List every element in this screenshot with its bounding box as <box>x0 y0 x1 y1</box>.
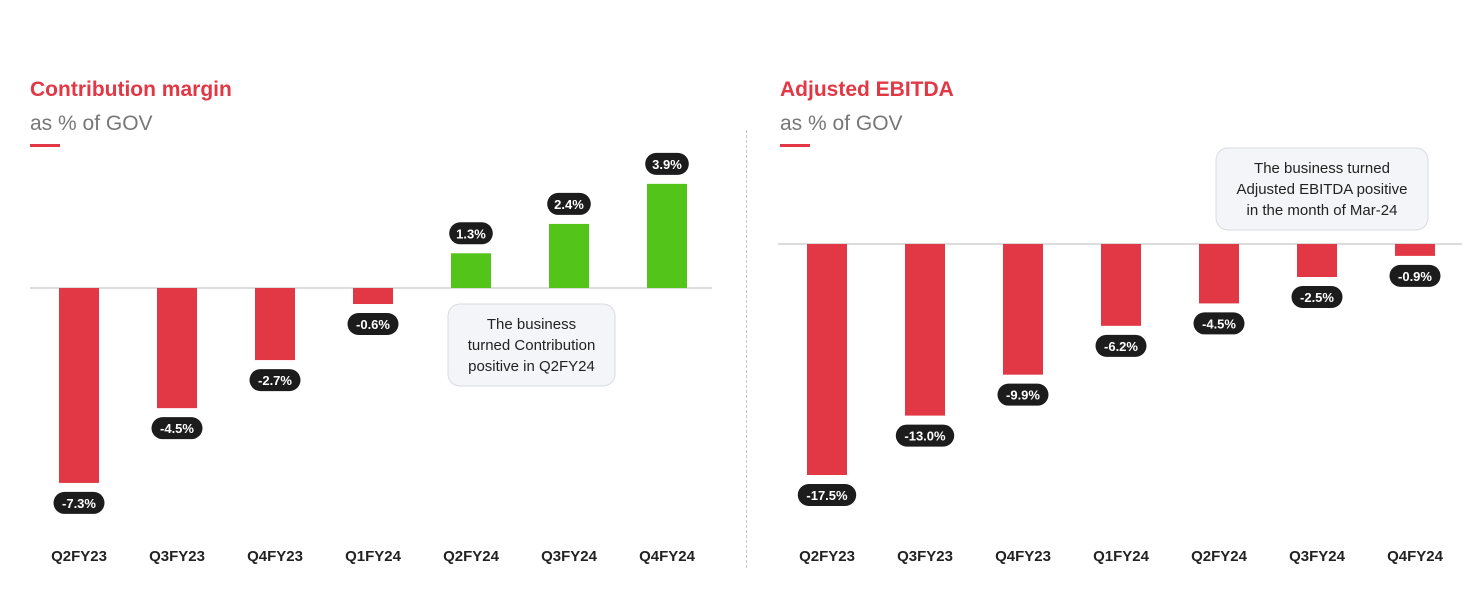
chart1-annotation-text: turned Contribution <box>468 337 596 354</box>
chart1-bar-q2fy23 <box>59 288 99 483</box>
panel-divider <box>746 130 747 568</box>
chart1-data-label: -2.7% <box>258 373 292 388</box>
chart-title-adjusted-ebitda: Adjusted EBITDA <box>780 78 954 101</box>
chart2-x-tick-label: Q1FY24 <box>1093 548 1150 565</box>
chart1-bar-q4fy24 <box>647 183 687 288</box>
chart2-data-label: -9.9% <box>1006 388 1040 403</box>
chart2-bar-q1fy24 <box>1101 244 1141 326</box>
chart1-data-label-bg <box>347 313 399 336</box>
chart2-annotation-text: The business turned <box>1254 160 1390 177</box>
chart1-data-label-bg <box>547 192 591 215</box>
chart1-x-tick-label: Q1FY24 <box>345 548 402 565</box>
chart2-bar-q3fy24 <box>1297 244 1337 277</box>
chart2-x-tick-label: Q3FY24 <box>1289 548 1346 565</box>
chart2-annotation-text: Adjusted EBITDA positive <box>1237 181 1408 198</box>
chart2-data-label-bg <box>1193 312 1245 335</box>
chart1-bar-q1fy24 <box>353 288 393 305</box>
chart2-data-label-bg <box>797 484 857 506</box>
chart2-bar-q2fy24 <box>1199 244 1239 304</box>
chart1-x-tick-label: Q2FY23 <box>51 548 107 565</box>
chart1-annotation-text: positive in Q2FY24 <box>468 358 595 375</box>
chart1-data-label-bg <box>645 152 689 175</box>
chart2-data-label-bg <box>997 383 1049 406</box>
chart1-bar-q4fy23 <box>255 288 295 361</box>
chart-subtitle-contribution-margin: as % of GOV <box>30 112 153 135</box>
chart2-annotation-text: in the month of Mar-24 <box>1247 202 1398 219</box>
chart2-data-label-bg <box>1095 334 1147 357</box>
chart1-data-label: 2.4% <box>554 197 584 212</box>
chart1-data-label-bg <box>151 417 203 440</box>
chart2-data-label-bg <box>1291 286 1343 308</box>
chart1-data-label: -7.3% <box>62 496 96 511</box>
chart1-bar-q3fy23 <box>157 288 197 409</box>
chart2-x-tick-label: Q2FY23 <box>799 548 855 565</box>
chart2-data-label: -0.9% <box>1398 269 1432 284</box>
chart2-bar-q2fy23 <box>807 244 847 475</box>
chart1-data-label: 1.3% <box>456 226 486 241</box>
chart2-x-tick-label: Q3FY23 <box>897 548 953 565</box>
chart2-x-tick-label: Q4FY24 <box>1387 548 1444 565</box>
chart1-data-label-bg <box>53 491 105 514</box>
accent-line <box>30 144 60 147</box>
chart1-data-label: -0.6% <box>356 317 390 332</box>
chart1-data-label-bg <box>249 369 301 392</box>
chart1-data-label-bg <box>449 222 493 245</box>
chart1-data-label: 3.9% <box>652 157 682 172</box>
chart1-x-tick-label: Q2FY24 <box>443 548 500 565</box>
chart2-data-label: -6.2% <box>1104 339 1138 354</box>
chart2-x-tick-label: Q4FY23 <box>995 548 1051 565</box>
chart1-x-tick-label: Q4FY24 <box>639 548 696 565</box>
chart2-data-label: -13.0% <box>904 429 946 444</box>
chart-title-contribution-margin: Contribution margin <box>30 78 232 101</box>
chart1-data-label: -4.5% <box>160 421 194 436</box>
chart2-bar-q3fy23 <box>905 244 945 416</box>
chart1-x-tick-label: Q3FY23 <box>149 548 205 565</box>
chart1-x-tick-label: Q4FY23 <box>247 548 303 565</box>
chart1-annotation-box <box>447 303 616 387</box>
chart2-data-label: -17.5% <box>806 488 848 503</box>
chart-subtitle-adjusted-ebitda: as % of GOV <box>780 112 903 135</box>
chart2-data-label: -2.5% <box>1300 290 1334 305</box>
chart1-bar-q3fy24 <box>549 223 589 288</box>
chart1-x-tick-label: Q3FY24 <box>541 548 598 565</box>
chart2-data-label: -4.5% <box>1202 316 1236 331</box>
chart2-bar-q4fy23 <box>1003 244 1043 375</box>
accent-line <box>780 144 810 147</box>
chart2-data-label-bg <box>1389 264 1441 287</box>
chart1-annotation-text: The business <box>487 316 576 333</box>
chart2-bar-q4fy24 <box>1395 244 1435 256</box>
chart2-x-tick-label: Q2FY24 <box>1191 548 1248 565</box>
chart2-data-label-bg <box>895 424 955 447</box>
chart1-bar-q2fy24 <box>451 253 491 288</box>
chart2-annotation-box <box>1215 147 1429 231</box>
